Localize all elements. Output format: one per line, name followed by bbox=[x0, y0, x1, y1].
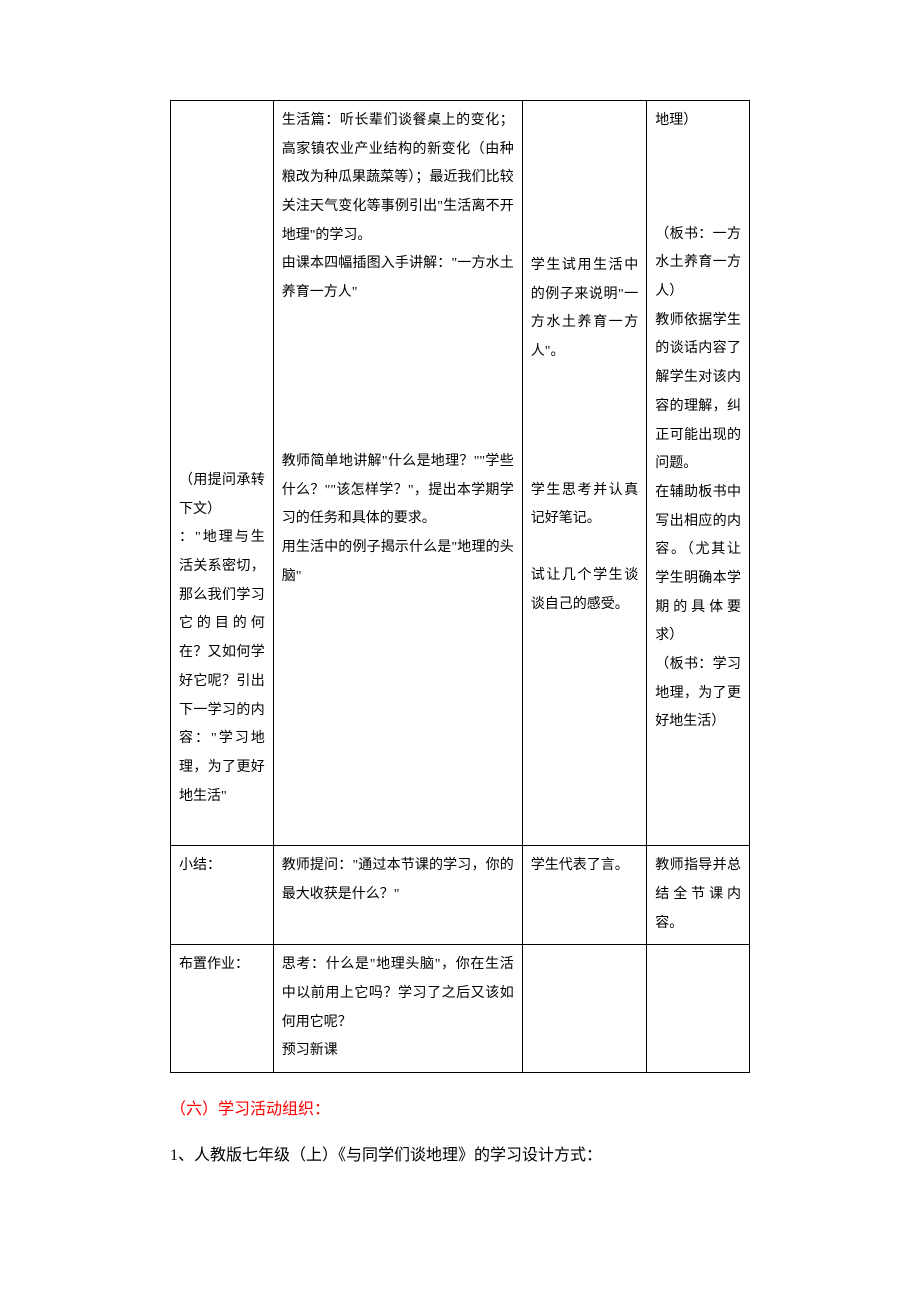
body-paragraph: 1、人教版七年级（上）《与同学们谈地理》的学习设计方式： bbox=[170, 1141, 750, 1171]
lesson-plan-table: （用提问承转下文） ："地理与生活关系密切，那么我们学习它的目的何在？又如何学好… bbox=[170, 100, 750, 1073]
cell-r3-c3 bbox=[522, 945, 647, 1073]
table-row: 小结： 教师提问："通过本节课的学习，你的最大收获是什么？" 学生代表了言。 教… bbox=[171, 846, 750, 945]
cell-r2-c2: 教师提问："通过本节课的学习，你的最大收获是什么？" bbox=[273, 846, 522, 945]
cell-r2-c4: 教师指导并总结全节课内容。 bbox=[647, 846, 750, 945]
cell-text: 教师指导并总结全节课内容。 bbox=[655, 858, 741, 930]
table-row: （用提问承转下文） ："地理与生活关系密切，那么我们学习它的目的何在？又如何学好… bbox=[171, 101, 750, 846]
cell-r1-c2: 生活篇：听长辈们谈餐桌上的变化；高家镇农业产业结构的新变化（由种粮改为种瓜果蔬菜… bbox=[273, 101, 522, 846]
cell-text: 学生思考并认真记好笔记。 bbox=[531, 477, 639, 534]
cell-text: 思考：什么是"地理头脑"，你在生活中以前用上它吗？学习了之后又该如何用它呢？ bbox=[282, 951, 514, 1037]
heading-text: （六）学习活动组织： bbox=[170, 1101, 330, 1118]
cell-text: （板书：学习地理，为了更好地生活） bbox=[655, 651, 741, 737]
cell-text: 由课本四幅插图入手讲解："一方水土养育一方人" bbox=[282, 250, 514, 307]
cell-r3-c4 bbox=[647, 945, 750, 1073]
cell-text: 教师依据学生的谈话内容了解学生对该内容的理解，纠正可能出现的问题。 bbox=[655, 307, 741, 479]
cell-text: 小结： bbox=[179, 858, 221, 873]
cell-text: 教师提问："通过本节课的学习，你的最大收获是什么？" bbox=[282, 858, 514, 902]
cell-text: 生活篇：听长辈们谈餐桌上的变化；高家镇农业产业结构的新变化（由种粮改为种瓜果蔬菜… bbox=[282, 107, 514, 250]
cell-text: 学生代表了言。 bbox=[531, 858, 629, 873]
cell-r1-c3: 学生试用生活中的例子来说明"一方水土养育一方人"。 学生思考并认真记好笔记。 试… bbox=[522, 101, 647, 846]
table-row: 布置作业： 思考：什么是"地理头脑"，你在生活中以前用上它吗？学习了之后又该如何… bbox=[171, 945, 750, 1073]
cell-text: 教师简单地讲解"什么是地理？""学些什么？""该怎样学？"，提出本学期学习的任务… bbox=[282, 448, 514, 534]
cell-r1-c1: （用提问承转下文） ："地理与生活关系密切，那么我们学习它的目的何在？又如何学好… bbox=[171, 101, 274, 846]
cell-text: 学生试用生活中的例子来说明"一方水土养育一方人"。 bbox=[531, 252, 639, 367]
cell-text: （用提问承转下文） bbox=[179, 467, 265, 524]
cell-r2-c3: 学生代表了言。 bbox=[522, 846, 647, 945]
paragraph-text: 1、人教版七年级（上）《与同学们谈地理》的学习设计方式： bbox=[170, 1147, 602, 1164]
cell-text: 试让几个学生谈谈自己的感受。 bbox=[531, 562, 639, 619]
section-heading: （六）学习活动组织： bbox=[170, 1095, 750, 1125]
cell-r1-c4: 地理） （板书：一方水土养育一方人） 教师依据学生的谈话内容了解学生对该内容的理… bbox=[647, 101, 750, 846]
cell-text: 布置作业： bbox=[179, 957, 249, 972]
cell-text: 预习新课 bbox=[282, 1037, 514, 1066]
cell-r2-c1: 小结： bbox=[171, 846, 274, 945]
cell-text: ："地理与生活关系密切，那么我们学习它的目的何在？又如何学好它呢？引出下一学习的… bbox=[179, 524, 265, 811]
cell-text: 地理） bbox=[655, 107, 741, 136]
cell-r3-c2: 思考：什么是"地理头脑"，你在生活中以前用上它吗？学习了之后又该如何用它呢？ 预… bbox=[273, 945, 522, 1073]
cell-text: （板书：一方水土养育一方人） bbox=[655, 221, 741, 307]
cell-r3-c1: 布置作业： bbox=[171, 945, 274, 1073]
cell-text: 用生活中的例子揭示什么是"地理的头脑" bbox=[282, 534, 514, 591]
cell-text: 在辅助板书中写出相应的内容。（尤其让学生明确本学期的具体要求） bbox=[655, 479, 741, 651]
